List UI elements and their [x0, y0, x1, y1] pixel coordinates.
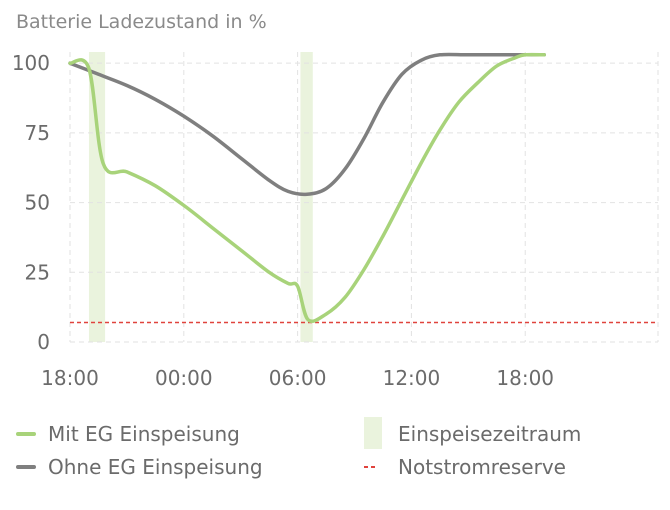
series-lines [68, 52, 546, 324]
y-tick-labels: 0 25 50 75 100 [12, 51, 50, 354]
shaded-period-2 [300, 52, 313, 342]
x-tick-label-6: 00:00 [155, 366, 213, 390]
grid-lines [69, 52, 659, 343]
legend-label-ohne-eg: Ohne EG Einspeisung [48, 455, 263, 479]
shaded-periods [88, 52, 313, 342]
legend-label-mit-eg: Mit EG Einspeisung [48, 422, 240, 446]
y-tick-label-0: 0 [37, 330, 50, 354]
x-tick-label-12: 06:00 [269, 366, 327, 390]
y-tick-label-75: 75 [25, 121, 50, 145]
legend-swatch-einspeisezeitraum [364, 417, 382, 449]
chart-title: Batterie Ladezustand in % [16, 11, 267, 33]
legend-label-notstromreserve: Notstromreserve [398, 455, 566, 479]
series-ohne-eg-einspeisung [68, 52, 546, 197]
y-tick-label-100: 100 [12, 51, 50, 75]
legend-label-einspeisezeitraum: Einspeisezeitraum [398, 422, 581, 446]
y-tick-label-25: 25 [25, 260, 50, 284]
x-tick-label-18: 12:00 [383, 366, 441, 390]
x-tick-label-0: 18:00 [41, 366, 99, 390]
y-tick-label-50: 50 [25, 191, 50, 215]
x-tick-labels: 18:00 00:00 06:00 12:00 18:00 [41, 366, 554, 390]
series-mit-eg-einspeisung [68, 52, 546, 324]
shaded-period-1 [88, 52, 106, 342]
x-tick-label-24: 18:00 [496, 366, 554, 390]
legend: Mit EG Einspeisung Ohne EG Einspeisung Ein… [16, 417, 581, 479]
